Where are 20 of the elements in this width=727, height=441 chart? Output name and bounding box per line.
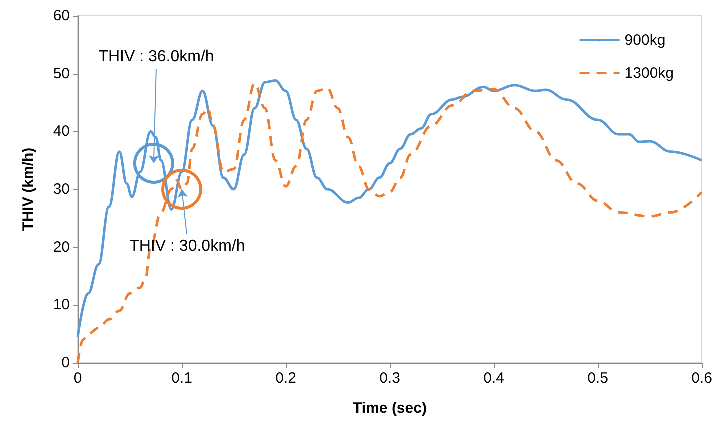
x-axis-title: Time (sec)	[353, 400, 427, 417]
y-tick-label: 60	[53, 8, 70, 24]
x-tick-label: 0	[74, 370, 82, 387]
annotation: THIV : 36.0km/h	[98, 48, 214, 66]
x-tick-label: 0.5	[588, 370, 608, 387]
x-tick-label: 0.2	[276, 370, 296, 387]
legend-label: 900kg	[624, 32, 666, 49]
y-tick-label: 50	[53, 65, 70, 82]
x-tick-label: 0.1	[172, 370, 192, 387]
x-tick-label: 0.6	[692, 370, 712, 387]
x-tick-label: 0.4	[484, 370, 504, 387]
x-tick-label: 0.3	[380, 370, 400, 387]
y-tick-label: 0	[62, 354, 70, 372]
y-tick-label: 30	[53, 181, 70, 198]
y-tick-label: 20	[53, 238, 70, 256]
y-tick-label: 40	[53, 123, 70, 140]
y-tick-label: 10	[53, 296, 70, 314]
annotation: THIV : 30.0km/h	[130, 238, 246, 256]
y-axis-title: THIV (km/h)	[20, 148, 37, 232]
legend-label: 1300kg	[624, 65, 674, 82]
